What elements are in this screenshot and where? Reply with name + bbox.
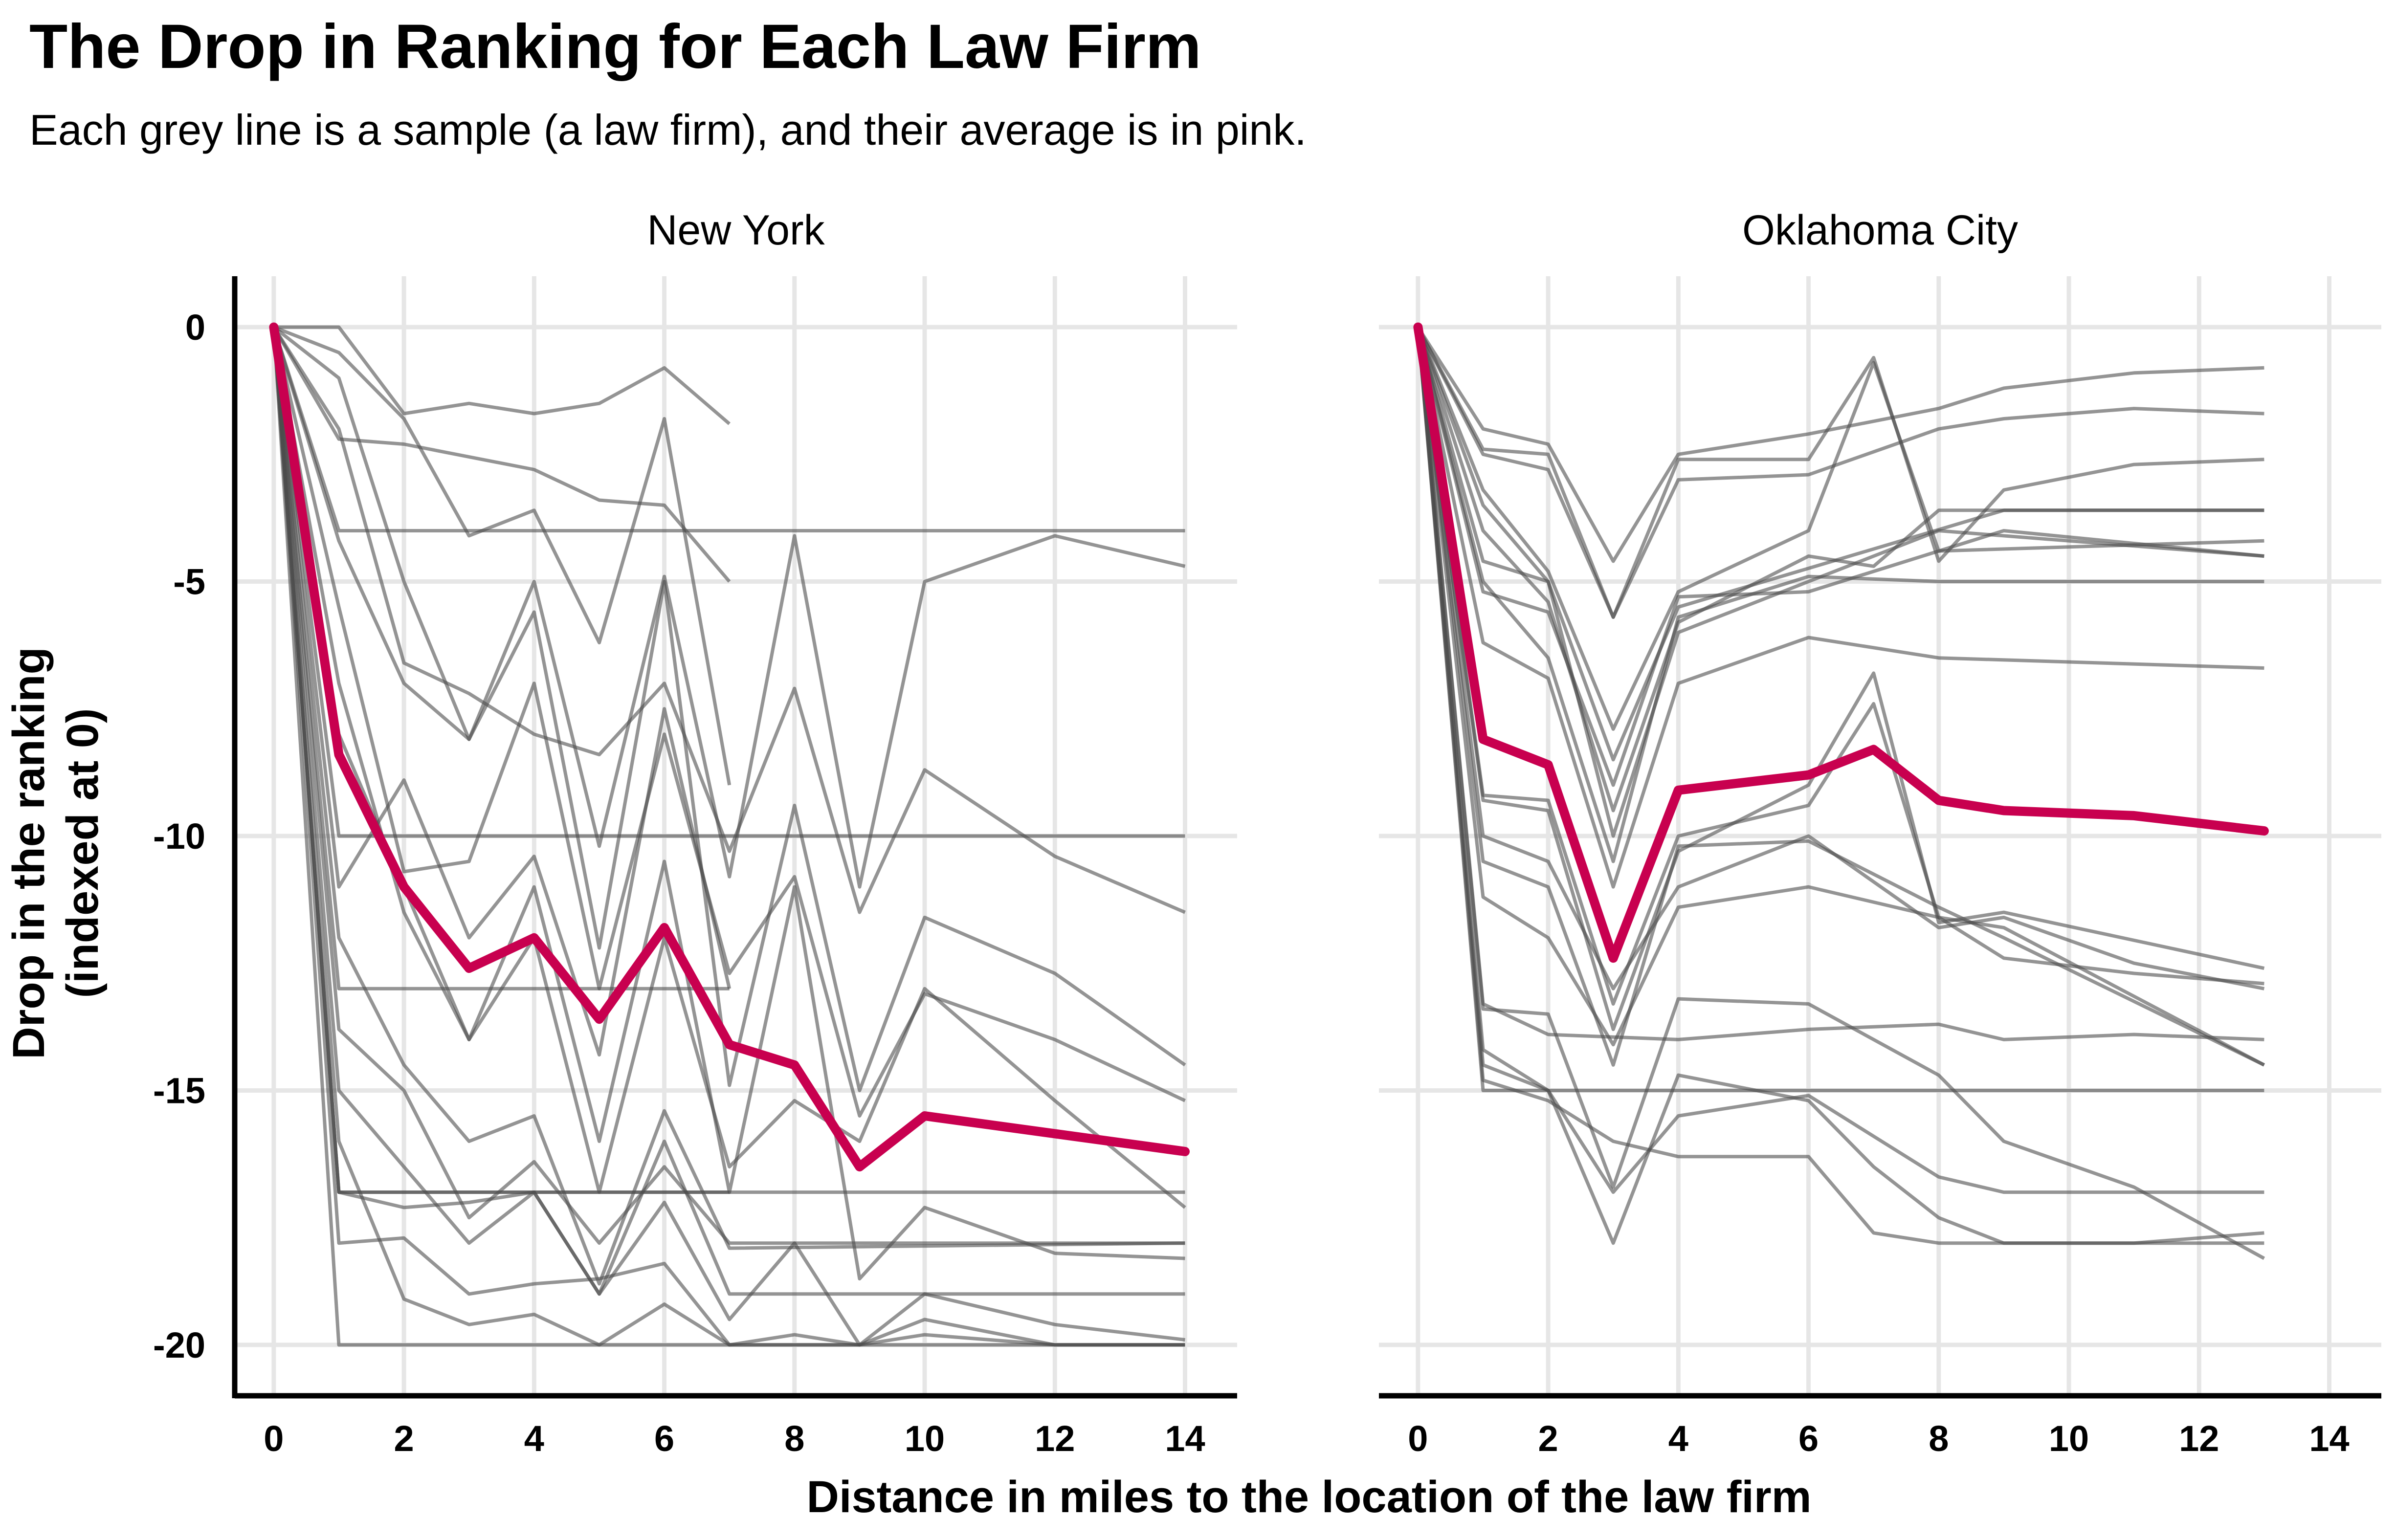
sample-line (1416, 327, 2264, 1245)
x-tick-label: 10 (905, 1418, 945, 1459)
y-tick-label: -10 (153, 816, 205, 857)
sample-line (272, 327, 1185, 1286)
sample-line (272, 326, 1186, 889)
sample-line (1416, 327, 2264, 1092)
x-tick-label: 12 (2179, 1418, 2219, 1459)
y-tick-label: -15 (153, 1070, 205, 1111)
y-tick-label: 0 (185, 307, 205, 348)
sample-line (1416, 326, 2264, 731)
sample-line (1416, 327, 2265, 1067)
sample-line (272, 327, 1185, 1194)
sample-line (272, 327, 1185, 1347)
average-line (1413, 322, 2269, 963)
sample-line (1416, 326, 2264, 563)
x-axis-title: Distance in miles to the location of the… (807, 1472, 1812, 1522)
x-tick-label: 0 (264, 1418, 284, 1459)
sample-line (1416, 327, 2264, 1041)
x-tick-label: 2 (1538, 1418, 1558, 1459)
sample-line (1416, 326, 2264, 619)
sample-line (272, 327, 1185, 1296)
x-tick-label: 2 (394, 1418, 414, 1459)
panels-layer: 0 2 4 6 8 10 12 14 0 -5 -10 -15 -20 New York 0 2 4 6 8 10 12… (153, 207, 2381, 1459)
sample-line (272, 327, 1186, 1092)
sample-line (1416, 327, 2265, 1031)
y-tick-label: -5 (173, 562, 205, 602)
sample-line (273, 325, 732, 786)
sample-line (1416, 327, 2265, 1067)
sample-line (1416, 327, 2264, 863)
panel-new-york: 0 2 4 6 8 10 12 14 0 -5 -10 -15 -20 New York (153, 207, 1237, 1459)
sample-line (1416, 327, 2264, 1194)
chart-title: The Drop in Ranking for Each Law Firm (29, 12, 1201, 82)
sample-line (272, 327, 1186, 1118)
panel-oklahoma-city: 0 2 4 6 8 10 12 14 Oklahoma City (1379, 207, 2381, 1459)
sample-line (1416, 327, 2264, 813)
sample-line (1416, 327, 2264, 1047)
panel-label: Oklahoma City (1742, 207, 2018, 254)
panel-label: New York (647, 207, 825, 254)
sample-line (272, 326, 1186, 914)
x-tick-label: 6 (1798, 1418, 1819, 1459)
sample-line (1416, 327, 2264, 889)
chart-subtitle: Each grey line is a sample (a law firm),… (29, 106, 1307, 154)
sample-line (272, 327, 1186, 1209)
sample-line (272, 326, 731, 583)
sample-line (272, 327, 1185, 1245)
average-line (269, 322, 1190, 1172)
y-axis-title-line-1: Drop in the ranking (4, 647, 54, 1059)
x-tick-label: 6 (654, 1418, 674, 1459)
x-tick-label: 12 (1035, 1418, 1075, 1459)
sample-line (272, 327, 1185, 1347)
sample-line (273, 325, 731, 425)
sample-line (1416, 326, 2264, 619)
x-tick-label: 4 (1668, 1418, 1688, 1459)
sample-line (272, 327, 1185, 1347)
sample-line (272, 327, 1185, 1347)
x-tick-label: 10 (2049, 1418, 2089, 1459)
sample-line (1416, 327, 2265, 1260)
y-tick-label: -20 (153, 1325, 205, 1365)
x-tick-label: 14 (1165, 1418, 1205, 1459)
sample-line (1416, 327, 2264, 787)
y-axis-title-line-2: (indexed at 0) (58, 708, 108, 998)
sample-line (272, 327, 732, 1057)
x-tick-label: 8 (784, 1418, 804, 1459)
x-tick-label: 0 (1408, 1418, 1428, 1459)
y-axis-title: Drop in the ranking (indexed at 0) (4, 647, 108, 1059)
x-tick-label: 4 (524, 1418, 544, 1459)
x-tick-label: 14 (2309, 1418, 2349, 1459)
x-tick-label: 8 (1929, 1418, 1949, 1459)
sample-line (1416, 327, 2265, 990)
